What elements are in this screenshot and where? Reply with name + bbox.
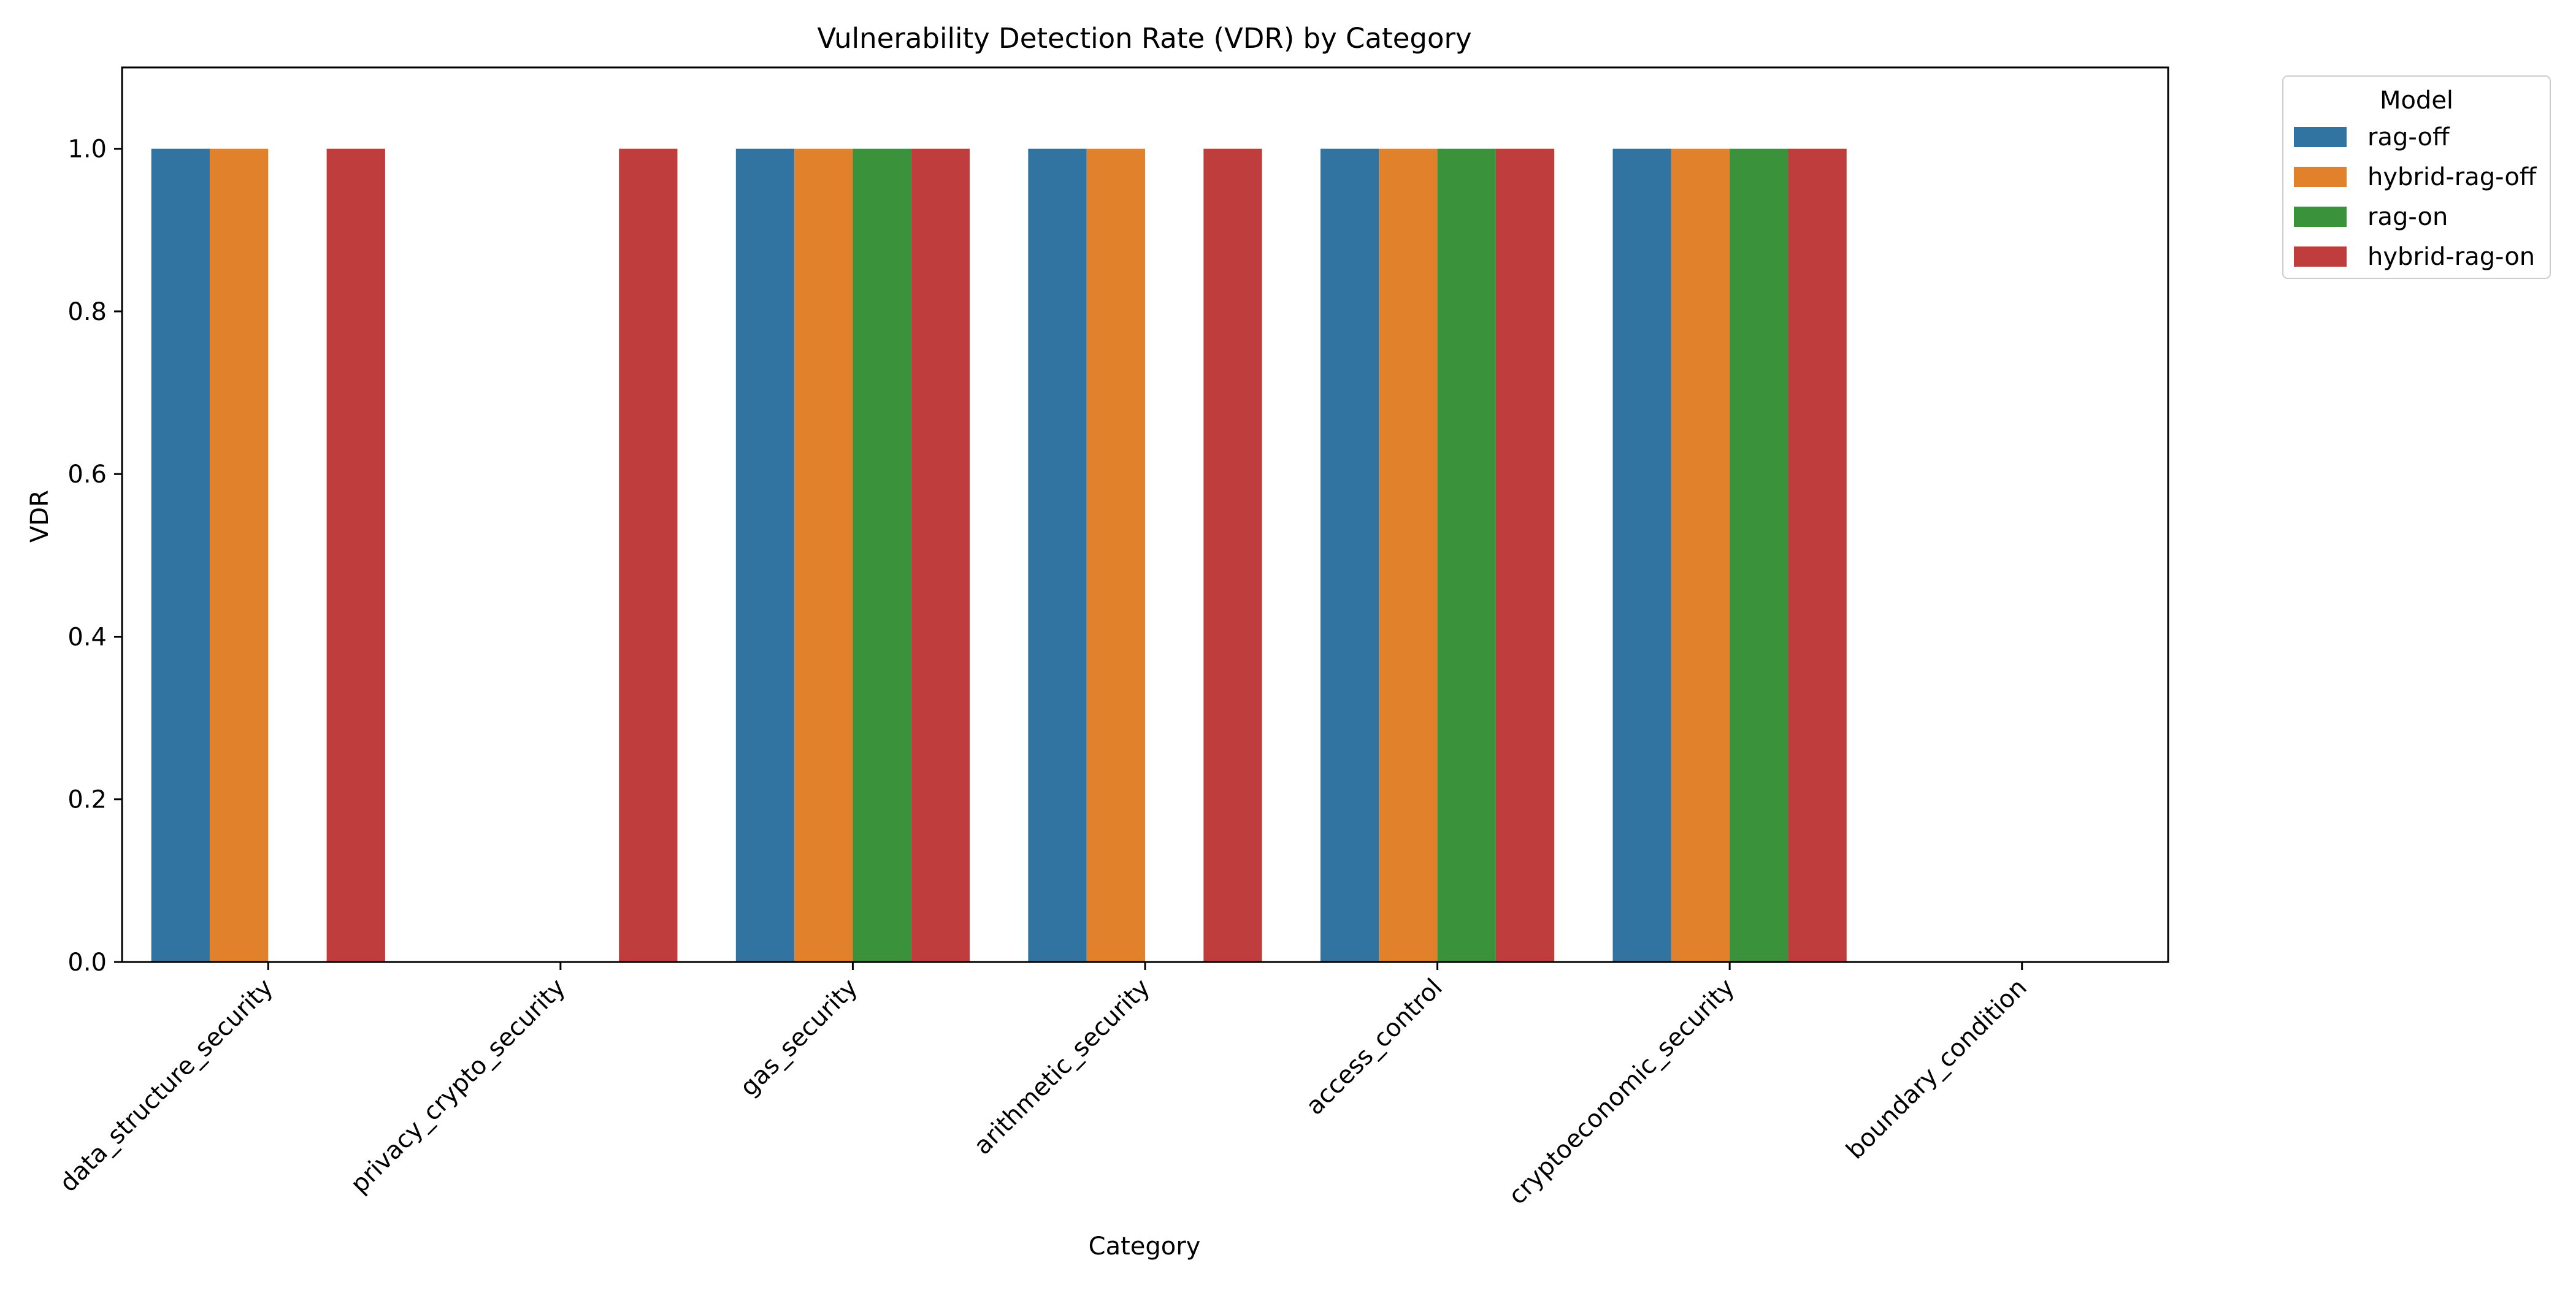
legend-label-rag-off: rag-off	[2367, 123, 2450, 151]
legend-swatch-rag-off	[2294, 127, 2347, 147]
legend-label-rag-on: rag-on	[2367, 203, 2448, 231]
bar-rag-off-arithmetic_security	[1028, 148, 1087, 962]
bar-hybrid-rag-on-access_control	[1495, 148, 1555, 962]
y-tick-label: 0.6	[67, 460, 107, 489]
legend-swatch-hybrid-rag-on	[2294, 246, 2347, 267]
bars-layer	[151, 148, 1847, 962]
bar-rag-off-data_structure_security	[151, 148, 210, 962]
bar-hybrid-rag-off-access_control	[1379, 148, 1438, 962]
bar-hybrid-rag-on-arithmetic_security	[1203, 148, 1262, 962]
y-tick-label: 1.0	[67, 135, 107, 164]
y-tick-label: 0.0	[67, 948, 107, 977]
bar-hybrid-rag-off-arithmetic_security	[1086, 148, 1145, 962]
bar-rag-off-gas_security	[735, 148, 795, 962]
legend-title: Model	[2380, 86, 2453, 115]
y-tick-label: 0.4	[67, 623, 107, 651]
bar-hybrid-rag-on-gas_security	[911, 148, 970, 962]
bar-rag-on-cryptoeconomic_security	[1730, 148, 1788, 962]
bar-hybrid-rag-on-privacy_crypto_security	[619, 148, 678, 962]
y-tick-label: 0.2	[67, 786, 107, 814]
chart-title: Vulnerability Detection Rate (VDR) by Ca…	[817, 22, 1471, 55]
bar-hybrid-rag-off-data_structure_security	[209, 148, 269, 962]
bar-rag-on-gas_security	[853, 148, 911, 962]
bar-rag-off-cryptoeconomic_security	[1612, 148, 1671, 962]
legend-swatch-rag-on	[2294, 207, 2347, 227]
bar-hybrid-rag-on-cryptoeconomic_security	[1788, 148, 1847, 962]
x-axis-label: Category	[1089, 1232, 1201, 1261]
bar-rag-off-access_control	[1320, 148, 1379, 962]
legend-swatch-hybrid-rag-off	[2294, 167, 2347, 187]
legend-label-hybrid-rag-off: hybrid-rag-off	[2367, 163, 2537, 191]
y-axis-label: VDR	[26, 490, 54, 543]
y-axis: 0.0 0.2 0.4 0.6 0.8 1.0	[67, 135, 122, 977]
bar-hybrid-rag-off-gas_security	[794, 148, 853, 962]
bar-hybrid-rag-on-data_structure_security	[326, 148, 385, 962]
bar-hybrid-rag-off-cryptoeconomic_security	[1671, 148, 1730, 962]
legend-label-hybrid-rag-on: hybrid-rag-on	[2367, 243, 2535, 271]
y-tick-label: 0.8	[67, 298, 107, 326]
plot-frame	[121, 66, 2169, 963]
legend-box	[2282, 75, 2551, 279]
legend: Model rag-off hybrid-rag-off rag-on hybrid-…	[2282, 75, 2551, 279]
legend-items: rag-off hybrid-rag-off rag-on hybrid-rag-on	[2294, 123, 2537, 271]
bar-rag-on-access_control	[1437, 148, 1496, 962]
